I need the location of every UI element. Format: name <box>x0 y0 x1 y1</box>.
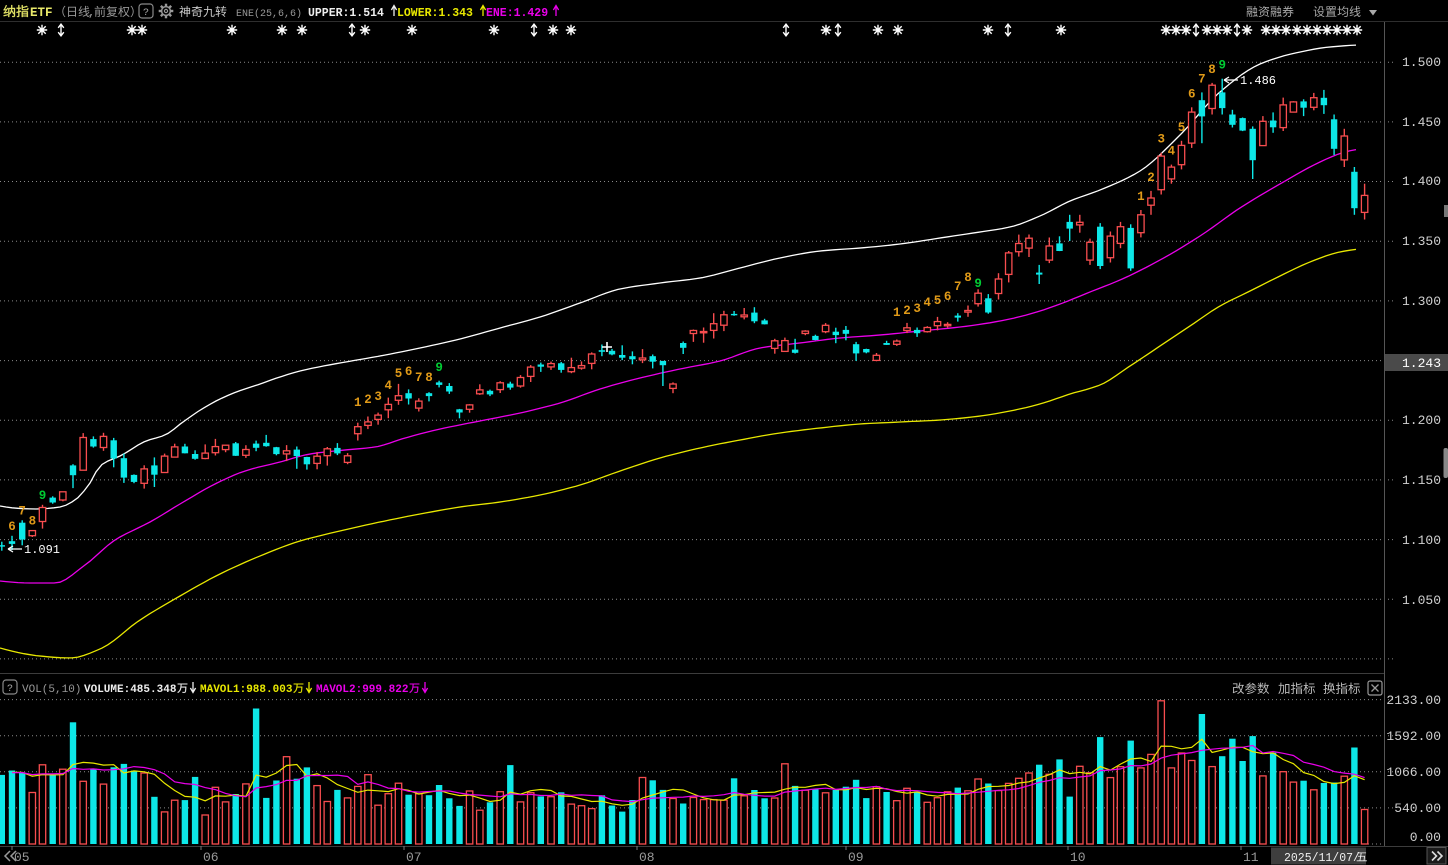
svg-text:VOL(5,10): VOL(5,10) <box>22 684 81 696</box>
svg-text:UPPER:1.514: UPPER:1.514 <box>308 7 384 20</box>
svg-text:7: 7 <box>415 371 423 385</box>
svg-text:ENE:1.429: ENE:1.429 <box>486 7 548 20</box>
svg-text:1: 1 <box>893 306 901 320</box>
svg-text:5: 5 <box>395 367 403 381</box>
svg-text:1.500: 1.500 <box>1402 55 1441 70</box>
svg-text:05: 05 <box>14 850 30 865</box>
svg-text:7: 7 <box>18 504 26 518</box>
svg-text:8: 8 <box>964 271 972 285</box>
svg-text:1.200: 1.200 <box>1402 413 1441 428</box>
svg-text:2133.00: 2133.00 <box>1386 693 1441 708</box>
svg-text:4: 4 <box>924 296 932 310</box>
svg-text:1.350: 1.350 <box>1402 234 1441 249</box>
svg-text:VOLUME:485.348: VOLUME:485.348 <box>84 684 177 696</box>
svg-text:1.150: 1.150 <box>1402 473 1441 488</box>
svg-text:1.450: 1.450 <box>1402 115 1441 130</box>
svg-text:8: 8 <box>1208 63 1216 77</box>
svg-text:10: 10 <box>1070 850 1086 865</box>
svg-text:1066.00: 1066.00 <box>1386 765 1441 780</box>
svg-text:1.486: 1.486 <box>1240 74 1276 88</box>
svg-text:4: 4 <box>1168 145 1176 159</box>
svg-text:06: 06 <box>203 850 219 865</box>
svg-text:8: 8 <box>425 371 433 385</box>
svg-text:2: 2 <box>364 393 372 407</box>
svg-text:7: 7 <box>1198 72 1206 86</box>
svg-text:ETF: ETF <box>30 6 53 20</box>
svg-text:7: 7 <box>954 280 962 294</box>
svg-text:1: 1 <box>354 396 362 410</box>
svg-text:1.243: 1.243 <box>1402 356 1441 371</box>
svg-text:09: 09 <box>848 850 864 865</box>
svg-text:5: 5 <box>934 294 942 308</box>
svg-text:0.00: 0.00 <box>1410 830 1441 845</box>
svg-text:07: 07 <box>406 850 422 865</box>
svg-text:4: 4 <box>385 379 393 393</box>
svg-text:540.00: 540.00 <box>1394 801 1441 816</box>
svg-text:9: 9 <box>435 361 443 375</box>
svg-text:08: 08 <box>639 850 655 865</box>
svg-text:LOWER:1.343: LOWER:1.343 <box>397 7 473 20</box>
svg-text:1.100: 1.100 <box>1402 533 1441 548</box>
svg-text:MAVOL2:999.822: MAVOL2:999.822 <box>316 684 408 696</box>
svg-text:9: 9 <box>1218 59 1226 73</box>
svg-text:ENE(25,6,6): ENE(25,6,6) <box>236 8 302 20</box>
svg-text:,: , <box>88 6 95 20</box>
svg-text:MAVOL1:988.003: MAVOL1:988.003 <box>200 684 293 696</box>
svg-text:3: 3 <box>1157 133 1165 147</box>
svg-text:1.300: 1.300 <box>1402 294 1441 309</box>
svg-text:6: 6 <box>8 520 16 534</box>
svg-text:8: 8 <box>29 514 37 528</box>
svg-text:6: 6 <box>944 290 952 304</box>
svg-text:9: 9 <box>974 277 982 291</box>
svg-text:2: 2 <box>903 304 911 318</box>
svg-text:2025/11/07/: 2025/11/07/ <box>1284 852 1360 865</box>
svg-text:1.091: 1.091 <box>24 543 60 557</box>
svg-text:1.400: 1.400 <box>1402 174 1441 189</box>
svg-text:11: 11 <box>1243 850 1259 865</box>
svg-text:1: 1 <box>1137 190 1145 204</box>
svg-text:2: 2 <box>1147 171 1155 185</box>
svg-text:6: 6 <box>1188 87 1196 101</box>
svg-text:1592.00: 1592.00 <box>1386 729 1441 744</box>
svg-text:?: ? <box>7 684 13 695</box>
svg-text:5: 5 <box>1178 121 1186 135</box>
svg-text:3: 3 <box>913 302 921 316</box>
svg-text:6: 6 <box>405 365 413 379</box>
svg-text:?: ? <box>143 8 149 19</box>
svg-text:1.050: 1.050 <box>1402 593 1441 608</box>
svg-text:3: 3 <box>374 390 382 404</box>
svg-text:9: 9 <box>39 489 47 503</box>
